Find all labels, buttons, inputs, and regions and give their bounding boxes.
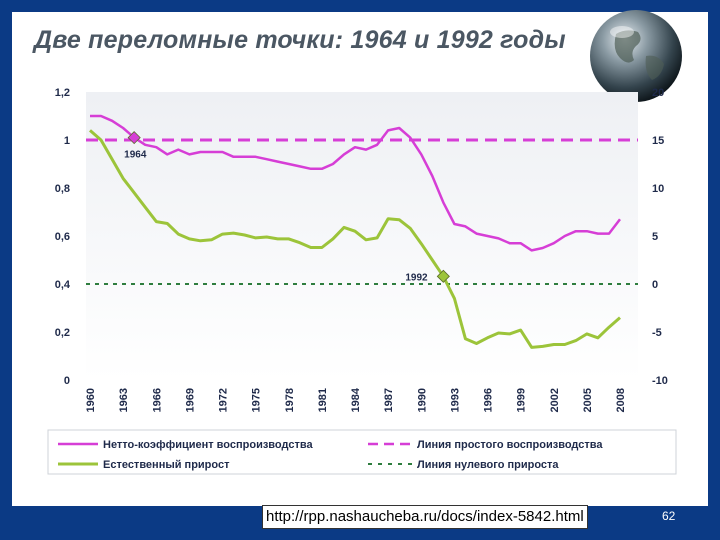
turning-point-marker bbox=[127, 131, 141, 145]
x-axis-tick-label: 2005 bbox=[582, 388, 594, 412]
x-axis-tick-label: 2008 bbox=[615, 388, 627, 412]
x-axis-tick-label: 1972 bbox=[218, 388, 230, 412]
x-axis-tick-label: 1981 bbox=[317, 388, 329, 412]
x-axis-tick-label: 1978 bbox=[284, 388, 296, 412]
x-axis-tick-label: 2002 bbox=[549, 388, 561, 412]
right-axis-tick-label: 20 bbox=[652, 87, 664, 99]
left-axis-tick-label: 0,4 bbox=[55, 279, 71, 291]
x-axis-tick-label: 1969 bbox=[184, 388, 196, 412]
left-axis-tick-label: 1 bbox=[64, 135, 70, 147]
turning-point-marker bbox=[436, 269, 450, 283]
left-axis-tick-label: 0,2 bbox=[55, 327, 70, 339]
turning-point-label: 1992 bbox=[405, 272, 428, 283]
x-axis-tick-label: 1963 bbox=[118, 388, 130, 412]
right-axis-tick-label: 0 bbox=[652, 279, 658, 291]
source-url-link[interactable]: http://rpp.nashaucheba.ru/docs/index-584… bbox=[262, 505, 588, 529]
natural-growth-series-line bbox=[89, 129, 621, 349]
x-axis-tick-label: 1990 bbox=[416, 388, 428, 412]
right-axis-tick-label: 10 bbox=[652, 183, 664, 195]
right-axis-tick-label: -5 bbox=[652, 327, 662, 339]
right-axis-tick-label: 5 bbox=[652, 231, 658, 243]
x-axis-tick-label: 1984 bbox=[350, 387, 362, 412]
net-coefficient-series-line bbox=[90, 114, 621, 252]
x-axis-tick-label: 1966 bbox=[151, 388, 163, 412]
legend-label: Линия нулевого прироста bbox=[417, 459, 559, 471]
left-axis-tick-label: 0 bbox=[64, 375, 70, 387]
page-number: 62 bbox=[662, 509, 676, 523]
x-axis-tick-label: 1996 bbox=[483, 388, 495, 412]
x-axis-tick-label: 1975 bbox=[251, 388, 263, 412]
left-axis-tick-label: 0,6 bbox=[55, 231, 70, 243]
legend-label: Линия простого воспроизводства bbox=[417, 439, 603, 451]
right-axis-tick-label: -10 bbox=[652, 375, 668, 387]
legend-label: Нетто-коэффициент воспроизводства bbox=[103, 439, 313, 451]
legend-box bbox=[47, 429, 677, 475]
turning-point-label: 1964 bbox=[124, 150, 147, 161]
right-axis-tick-label: 15 bbox=[652, 135, 664, 147]
left-axis-tick-label: 1,2 bbox=[55, 87, 70, 99]
x-axis-tick-label: 1987 bbox=[383, 388, 395, 412]
x-axis-tick-label: 1999 bbox=[516, 388, 528, 412]
left-axis-tick-label: 0,8 bbox=[55, 183, 70, 195]
globe-icon bbox=[590, 10, 682, 102]
x-axis-tick-label: 1993 bbox=[449, 388, 461, 412]
slide-title: Две переломные точки: 1964 и 1992 годы bbox=[34, 26, 566, 54]
legend-label: Естественный прирост bbox=[103, 459, 230, 471]
x-axis-tick-label: 1960 bbox=[85, 388, 97, 412]
